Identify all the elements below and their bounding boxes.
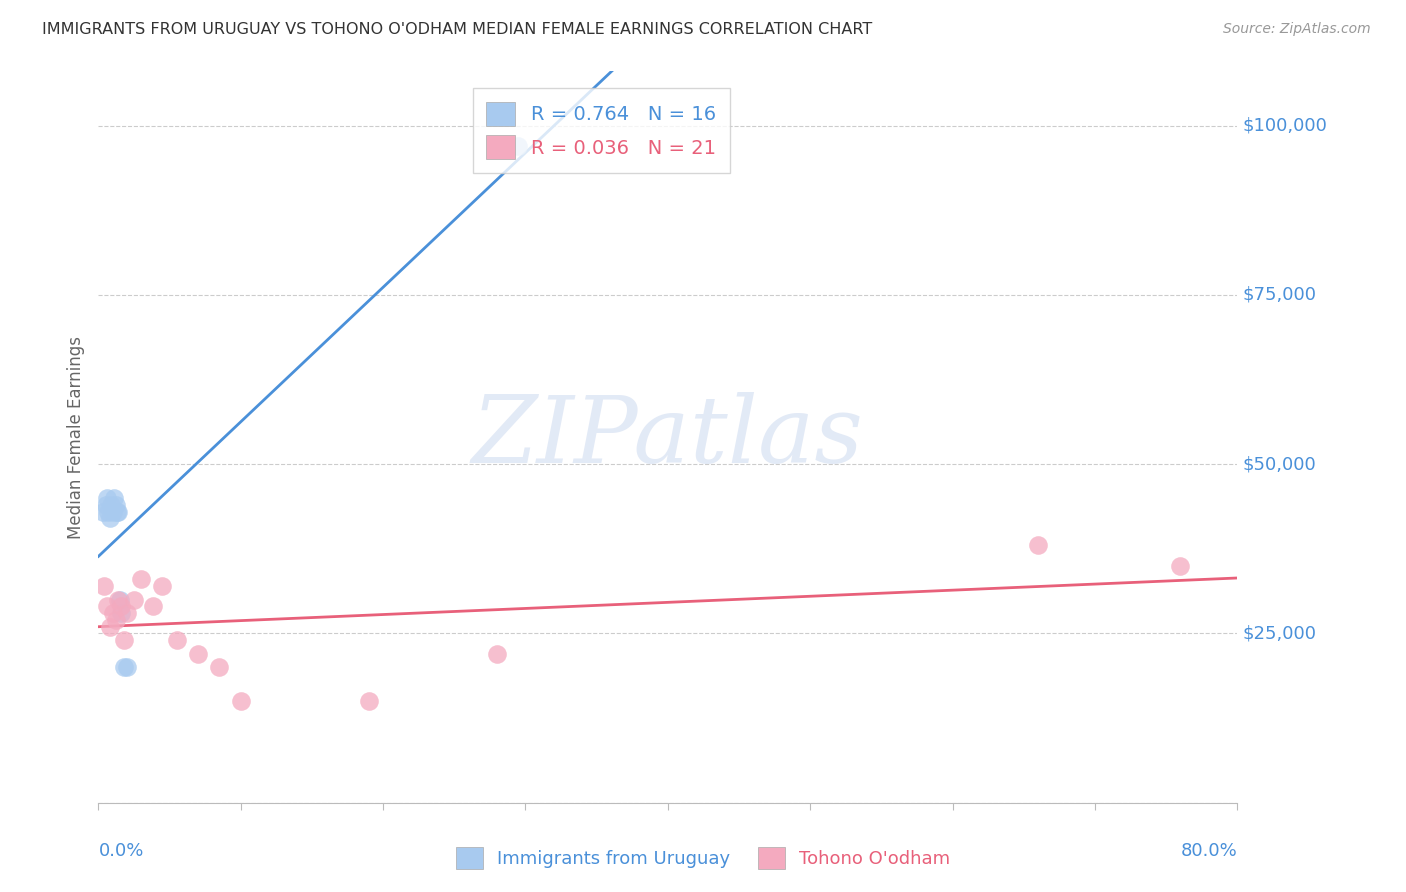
Point xyxy=(107,592,129,607)
Point xyxy=(486,647,509,661)
Point xyxy=(112,633,135,648)
Point xyxy=(104,498,127,512)
Point xyxy=(104,613,127,627)
Point xyxy=(152,579,174,593)
Text: $25,000: $25,000 xyxy=(1243,624,1317,642)
Point xyxy=(100,498,122,512)
Y-axis label: Median Female Earnings: Median Female Earnings xyxy=(66,335,84,539)
Point xyxy=(508,139,530,153)
Legend: Immigrants from Uruguay, Tohono O'odham: Immigrants from Uruguay, Tohono O'odham xyxy=(447,838,959,879)
Text: IMMIGRANTS FROM URUGUAY VS TOHONO O'ODHAM MEDIAN FEMALE EARNINGS CORRELATION CHA: IMMIGRANTS FROM URUGUAY VS TOHONO O'ODHA… xyxy=(42,22,873,37)
Point xyxy=(166,633,188,648)
Point xyxy=(93,579,115,593)
Point xyxy=(103,491,125,505)
Point xyxy=(229,694,252,708)
Point xyxy=(98,511,121,525)
Point xyxy=(208,660,231,674)
Point xyxy=(94,498,117,512)
Point xyxy=(115,660,138,674)
Text: 80.0%: 80.0% xyxy=(1181,842,1237,860)
Text: ZIPatlas: ZIPatlas xyxy=(472,392,863,482)
Point xyxy=(101,606,124,620)
Point xyxy=(357,694,380,708)
Point xyxy=(96,491,118,505)
Point xyxy=(108,592,131,607)
Point xyxy=(97,505,120,519)
Point xyxy=(96,599,118,614)
Legend: R = 0.764   N = 16, R = 0.036   N = 21: R = 0.764 N = 16, R = 0.036 N = 21 xyxy=(472,88,730,173)
Text: Source: ZipAtlas.com: Source: ZipAtlas.com xyxy=(1223,22,1371,37)
Point xyxy=(107,505,129,519)
Point xyxy=(112,660,135,674)
Text: $75,000: $75,000 xyxy=(1243,285,1317,304)
Text: $100,000: $100,000 xyxy=(1243,117,1327,135)
Point xyxy=(1026,538,1049,552)
Point xyxy=(105,505,128,519)
Point xyxy=(101,505,124,519)
Point xyxy=(122,592,145,607)
Text: 0.0%: 0.0% xyxy=(98,842,143,860)
Point xyxy=(115,606,138,620)
Point xyxy=(141,599,163,614)
Point xyxy=(110,599,132,614)
Point xyxy=(91,505,114,519)
Point xyxy=(110,606,132,620)
Point xyxy=(98,620,121,634)
Point xyxy=(187,647,209,661)
Point xyxy=(1170,558,1192,573)
Text: $50,000: $50,000 xyxy=(1243,455,1317,473)
Point xyxy=(129,572,152,586)
